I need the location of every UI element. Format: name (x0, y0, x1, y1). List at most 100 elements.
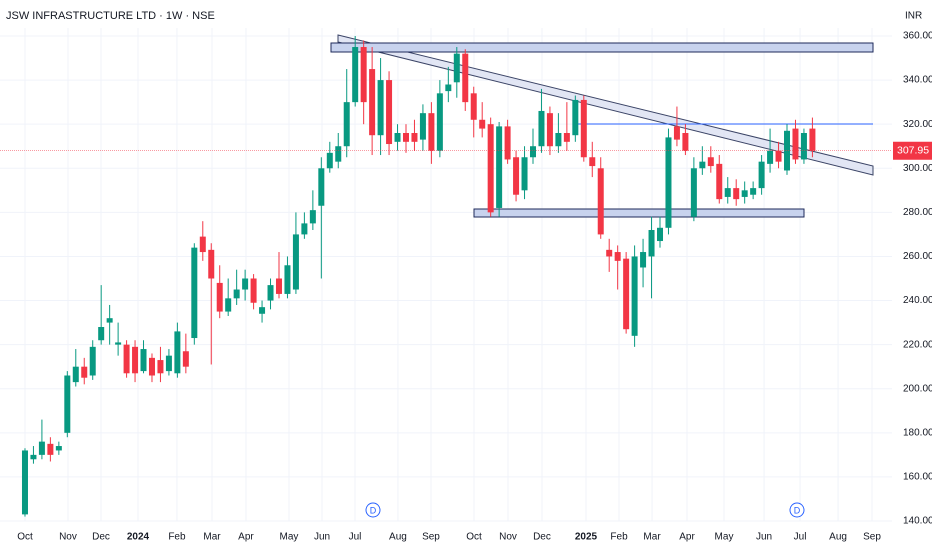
last-price-label: 307.95 (897, 145, 929, 157)
candle-body (716, 163, 723, 200)
candle-body (199, 236, 206, 253)
y-tick-label: 180.00 (903, 427, 932, 438)
candle-body (555, 133, 562, 147)
candle-body (81, 366, 88, 378)
candle-body (165, 355, 172, 372)
x-tick-label: Aug (829, 532, 847, 543)
candle-body (580, 99, 587, 158)
candle-body (225, 298, 232, 312)
candle-body (259, 307, 266, 314)
y-tick-label: 280.00 (903, 207, 932, 218)
candle-body (64, 375, 71, 433)
candle-body (657, 227, 664, 242)
candle-body (682, 133, 689, 151)
x-tick-label: Sep (422, 532, 440, 543)
x-tick-label: 2024 (127, 532, 150, 543)
candle-body (123, 344, 130, 374)
chart-title: JSW INFRASTRUCTURE LTD · 1W · NSE (6, 10, 215, 22)
candle-body (369, 69, 376, 136)
candle-body (606, 249, 613, 257)
x-tick-label: Oct (17, 532, 33, 543)
candle-body (614, 252, 621, 261)
y-tick-label: 340.00 (903, 75, 932, 86)
candle-body (106, 318, 113, 323)
candle-body (267, 285, 274, 301)
candle-body (775, 150, 782, 162)
candle-body (673, 126, 680, 140)
candle-body (30, 454, 37, 460)
candle-body (89, 346, 96, 376)
support-zone (473, 208, 805, 218)
candle-body (496, 126, 503, 208)
candle-body (242, 278, 249, 290)
trend-channel (337, 34, 874, 176)
candle-body (529, 146, 536, 158)
candle-body (275, 278, 282, 294)
candle-body (386, 80, 393, 145)
resistance-zone (330, 42, 874, 53)
x-tick-label: 2025 (575, 532, 598, 543)
candle-body (174, 331, 181, 374)
x-tick-label: Mar (643, 532, 661, 543)
x-tick-label: Dec (92, 532, 110, 543)
candle-body (98, 327, 105, 341)
candles (21, 36, 816, 517)
candle-body (733, 188, 740, 200)
candle-body (326, 152, 333, 169)
y-tick-label: 200.00 (903, 383, 932, 394)
currency: INR (905, 11, 922, 22)
candle-body (699, 161, 706, 169)
candle-body (284, 265, 291, 294)
candle-body (487, 124, 494, 213)
candle-body (453, 53, 460, 83)
candle-body (758, 161, 765, 189)
x-tick-label: Mar (203, 532, 221, 543)
candle-body (436, 93, 443, 151)
candle-body (301, 223, 308, 235)
candle-body (665, 137, 672, 228)
candle-body (589, 157, 596, 167)
candle-body (377, 80, 384, 136)
candle-body (741, 190, 748, 197)
candle-body (233, 289, 240, 299)
x-tick-label: Jul (349, 532, 362, 543)
candle-body (140, 349, 147, 372)
candle-body (428, 113, 435, 151)
event-label: D (794, 505, 801, 515)
candle-body (148, 357, 155, 376)
candle-body (309, 210, 316, 224)
candle-body (470, 93, 477, 120)
candle-body (394, 133, 401, 142)
candle-body (648, 230, 655, 257)
candle-body (750, 188, 757, 195)
candle-body (360, 47, 367, 103)
candle-body (318, 168, 325, 206)
candle-body (419, 113, 426, 140)
candle-body (538, 110, 545, 147)
x-tick-label: Jul (794, 532, 807, 543)
candle-body (216, 282, 223, 312)
candle-body (250, 278, 257, 303)
candle-body (623, 258, 630, 330)
candle-body (479, 119, 486, 129)
candle-body (546, 113, 553, 147)
last-price-badge (893, 141, 932, 160)
x-tick-label: Dec (533, 532, 551, 543)
candle-body (513, 157, 520, 195)
x-tick-label: May (280, 532, 299, 543)
candle-body (640, 252, 647, 268)
y-tick-label: 220.00 (903, 339, 932, 350)
candle-body (521, 157, 528, 191)
candle-body (47, 443, 54, 455)
x-tick-label: Feb (168, 532, 186, 543)
y-tick-label: 160.00 (903, 472, 932, 483)
candle-body (411, 133, 418, 142)
candle-body (724, 188, 731, 197)
candle-body (352, 47, 359, 103)
candle-body (182, 351, 189, 367)
grid (0, 28, 892, 522)
x-tick-label: Sep (863, 532, 881, 543)
y-tick-label: 260.00 (903, 251, 932, 262)
